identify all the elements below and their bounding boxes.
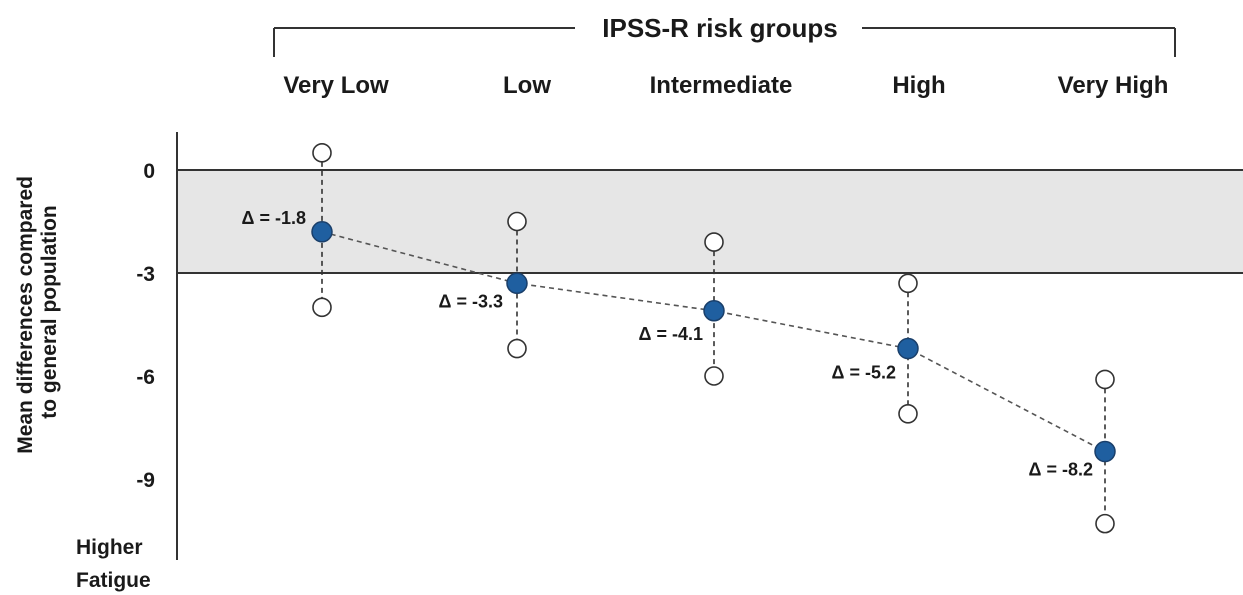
ci-lower-point [507,338,527,359]
delta-label: Δ = -8.2 [1029,460,1093,480]
shaded-band [177,170,1243,273]
ci-upper-point [704,232,724,252]
delta-label: Δ = -3.3 [439,291,503,311]
group-bracket [273,27,1176,57]
category-label: Intermediate [650,72,793,99]
delta-label: Δ = -5.2 [832,363,896,383]
y-tick-label: -9 [136,469,155,492]
y-tick-label: 0 [143,160,155,183]
ci-lower-point [704,366,724,386]
y-annotation-line-1: Higher [76,536,143,559]
ci-lower-point [312,297,332,318]
delta-label: Δ = -1.8 [242,208,306,228]
ci-upper-point [898,273,918,294]
ci-lower-point [1095,513,1115,534]
y-axis-label-line-2: to general population [38,205,61,419]
mean-point [897,337,919,360]
y-axis-label-line-1: Mean differences compared [14,176,37,454]
category-label: High [892,72,945,99]
category-label: Very Low [283,72,389,99]
category-label: Very High [1058,72,1169,99]
mean-point [703,300,725,322]
y-annotation-line-2: Fatigue [76,569,151,592]
mean-point [506,272,528,295]
delta-label: Δ = -4.1 [639,324,703,344]
category-label: Low [503,72,551,99]
ci-upper-point [507,211,527,232]
ci-upper-point [312,143,332,163]
ci-upper-point [1095,369,1115,390]
y-axis-label: Mean differences compared to general pop… [14,170,61,454]
y-tick-label: -3 [136,263,155,286]
mean-point [1094,440,1116,463]
y-tick-label: -6 [136,366,155,389]
ci-lower-point [898,403,918,424]
chart-title: IPSS-R risk groups [602,13,838,43]
mean-point [311,221,333,243]
